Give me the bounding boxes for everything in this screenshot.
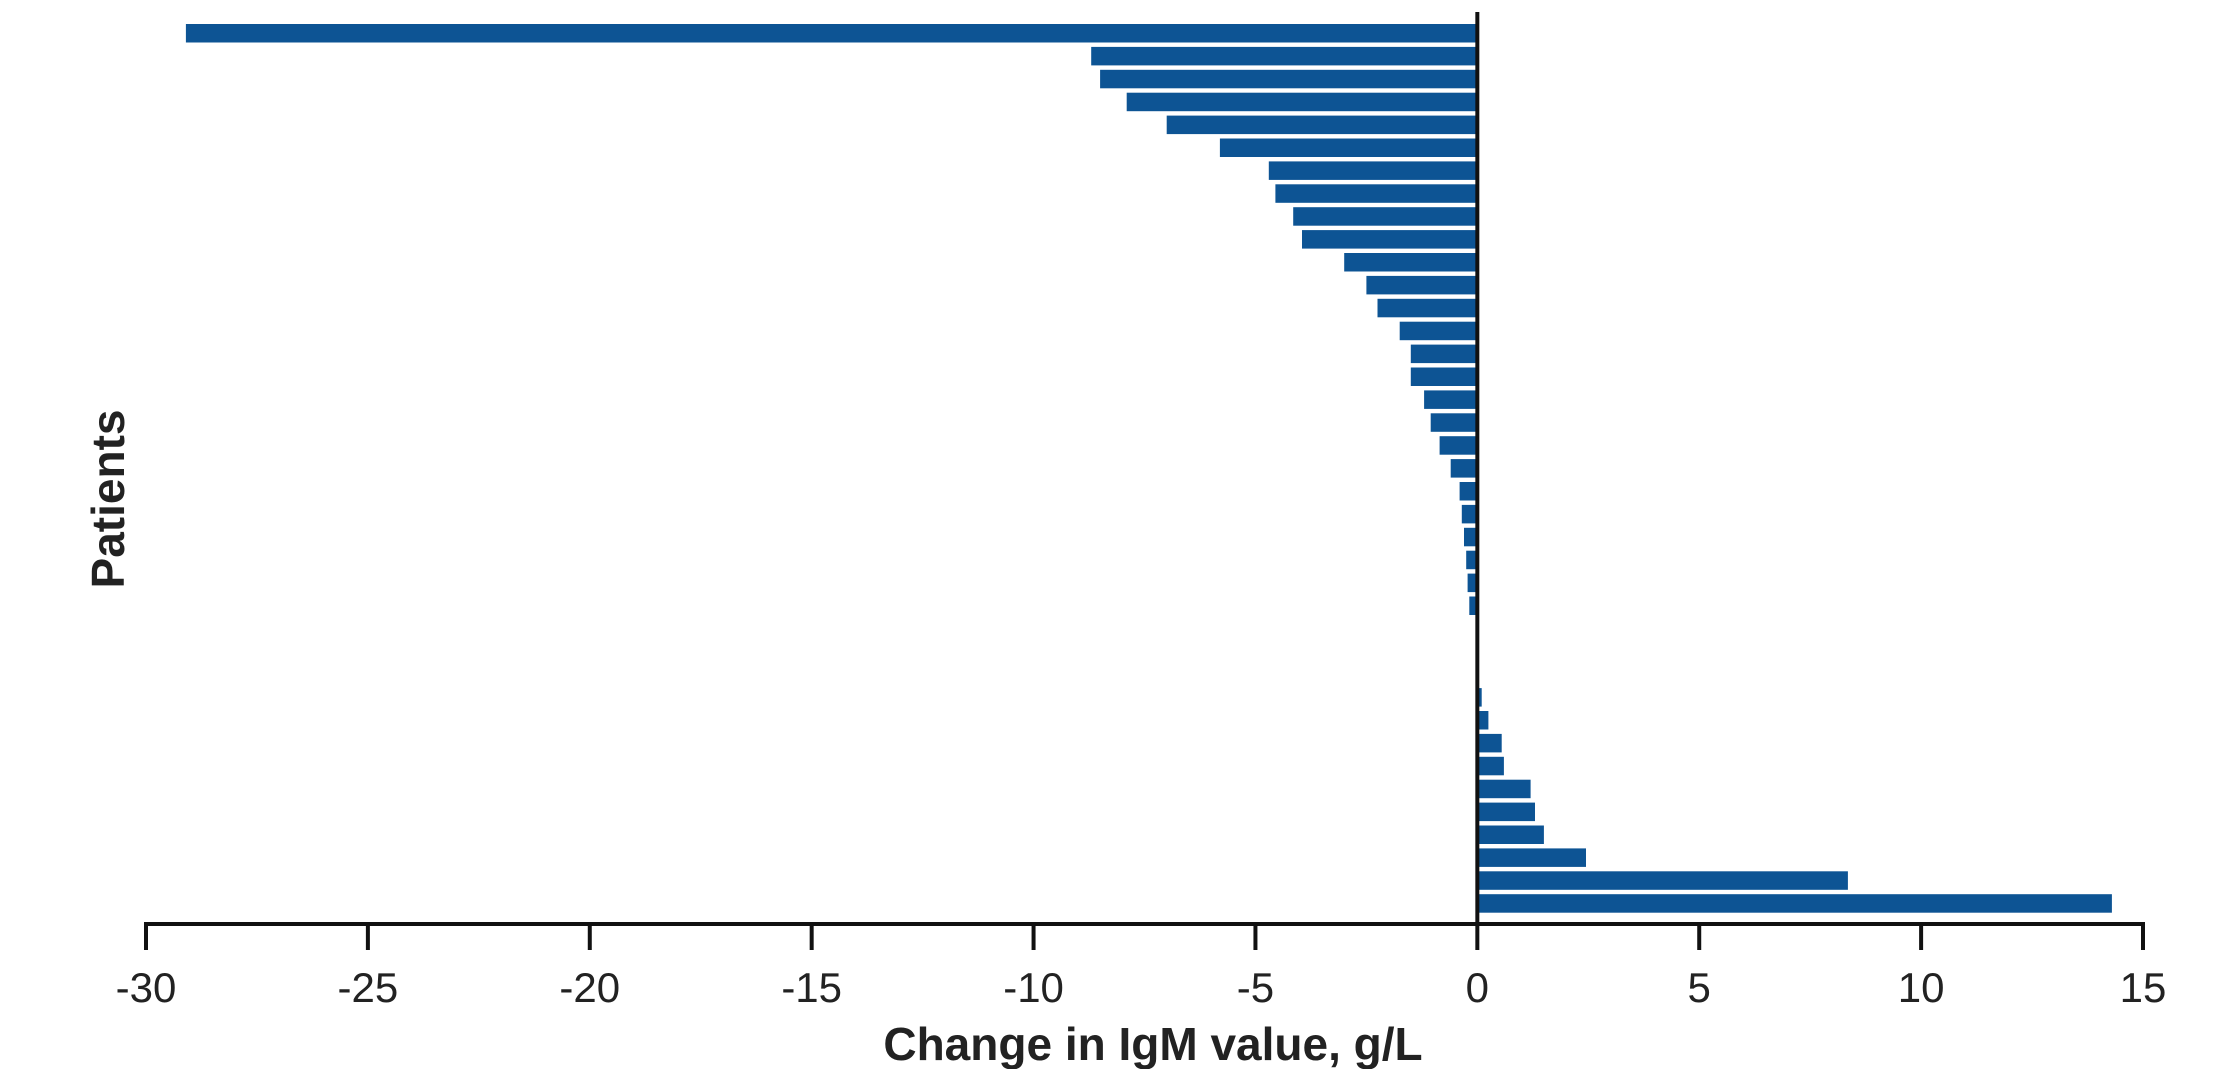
bar-patient-26 [1469,596,1478,615]
x-axis-ticks: -30 -25 -20 -15 -10 -5 0 5 10 15 [116,924,2167,1011]
bar-patient-37 [1477,848,1586,867]
bar-patient-9 [1293,207,1478,226]
bar-patient-2 [1091,46,1478,66]
x-tick-label: -20 [559,964,620,1011]
x-axis-title: Change in IgM value, g/L [883,1018,1422,1069]
bar-patient-30 [1477,688,1482,707]
bar-patient-7 [1268,161,1478,180]
bar-patient-6 [1219,138,1478,157]
bar-patient-19 [1439,436,1478,455]
bar-patient-1 [185,24,1478,43]
bar-patient-4 [1126,92,1478,112]
x-tick-label: 10 [1898,964,1945,1011]
x-tick-label: 5 [1688,964,1711,1011]
bar-patient-38 [1477,871,1848,890]
bar-patient-35 [1477,802,1535,822]
bar-patient-15 [1410,344,1478,364]
bar-patient-33 [1477,756,1504,776]
bar-patient-5 [1166,115,1478,135]
x-tick-label: -25 [338,964,399,1011]
bar-patient-16 [1410,367,1478,386]
x-tick-label: -30 [116,964,177,1011]
bar-patient-39 [1477,894,2112,913]
bar-patient-3 [1100,69,1478,89]
bar-patient-11 [1344,253,1478,272]
y-axis-title: Patients [82,410,134,589]
bar-patient-31 [1477,711,1489,730]
bar-patient-10 [1302,230,1478,249]
bar-patient-21 [1459,482,1478,501]
bar-patient-20 [1450,459,1478,478]
bar-patient-13 [1377,298,1478,318]
bar-patient-14 [1399,321,1478,341]
bars-layer [185,24,2112,913]
bar-patient-12 [1366,275,1478,295]
x-tick-label: 0 [1466,964,1489,1011]
bar-patient-24 [1466,550,1478,570]
bar-patient-34 [1477,779,1531,799]
bar-patient-17 [1424,390,1478,409]
bar-patient-18 [1430,413,1478,432]
x-tick-label: -10 [1003,964,1064,1011]
bar-patient-25 [1467,573,1478,593]
bar-patient-23 [1464,527,1478,547]
x-tick-label: -5 [1237,964,1274,1011]
bar-patient-32 [1477,733,1502,753]
bar-patient-36 [1477,825,1544,844]
x-tick-label: 15 [2120,964,2167,1011]
x-tick-label: -15 [781,964,842,1011]
bar-patient-8 [1275,184,1478,203]
bar-patient-22 [1461,504,1478,524]
